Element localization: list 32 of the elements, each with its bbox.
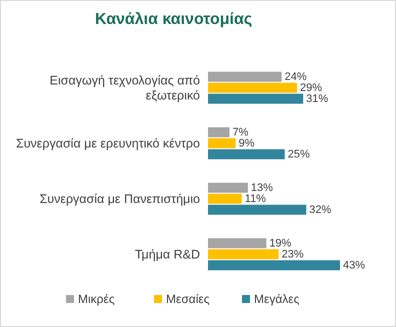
data-label: 43%: [343, 259, 366, 272]
bar: [208, 260, 340, 270]
bar: [208, 138, 236, 148]
data-label: 7%: [232, 126, 249, 138]
data-label: 19%: [269, 237, 292, 250]
legend-label: Μεσαίες: [166, 292, 210, 306]
data-label: 13%: [250, 182, 274, 194]
y-tick-label: Εισαγωγή τεχνολογίας από εξωτερικό: [50, 73, 200, 102]
data-label: 29%: [300, 82, 322, 94]
legend-label: Μεγάλες: [254, 292, 300, 306]
y-tick-label: Συνεργασία με ερευνητικό κέντρο: [16, 136, 200, 150]
data-label: 31%: [306, 92, 328, 105]
bar: [208, 72, 282, 82]
y-tick-label: Συνεργασία με Πανεπιστήμιο: [40, 192, 200, 206]
data-label: 24%: [284, 70, 307, 83]
bar: [208, 249, 279, 260]
bar: [208, 194, 242, 204]
chart-title: Κανάλια καινοτομίας: [95, 11, 252, 28]
data-label: 11%: [244, 192, 266, 205]
bar: [208, 149, 285, 160]
data-label: 25%: [288, 148, 310, 160]
y-tick-label: Τμήμα R&D: [134, 247, 200, 262]
data-label: 23%: [282, 248, 304, 260]
data-label: 32%: [309, 204, 332, 216]
bar: [208, 94, 304, 104]
legend-label: Μικρές: [78, 292, 115, 306]
bar: [208, 182, 248, 193]
bar: [208, 127, 230, 138]
bar: [208, 204, 306, 215]
data-label: 9%: [238, 137, 255, 150]
bar: [208, 238, 266, 248]
bar: [208, 82, 298, 93]
